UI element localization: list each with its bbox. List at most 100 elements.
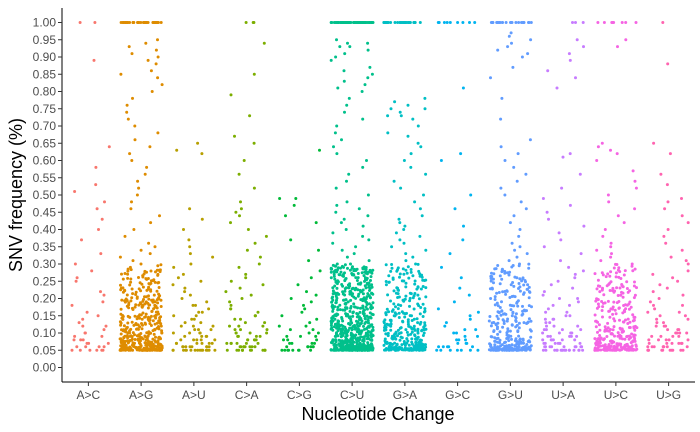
data-point bbox=[573, 276, 577, 280]
data-point bbox=[440, 265, 443, 269]
data-point bbox=[504, 21, 508, 24]
data-point bbox=[396, 21, 400, 24]
data-point bbox=[612, 348, 616, 352]
data-point bbox=[608, 348, 612, 352]
data-point bbox=[510, 348, 514, 352]
data-point bbox=[332, 274, 336, 278]
data-point bbox=[542, 341, 546, 345]
data-point bbox=[362, 296, 366, 300]
data-point bbox=[200, 334, 204, 338]
data-point bbox=[495, 301, 499, 305]
data-point bbox=[615, 152, 619, 156]
data-point bbox=[519, 200, 523, 204]
data-point bbox=[523, 279, 527, 282]
data-point bbox=[459, 152, 463, 156]
data-point bbox=[413, 334, 417, 338]
data-point bbox=[102, 328, 106, 332]
data-point bbox=[420, 214, 424, 218]
data-point bbox=[414, 337, 417, 341]
data-point bbox=[465, 341, 469, 345]
data-point bbox=[229, 279, 233, 283]
data-point bbox=[361, 234, 365, 238]
y-tick-label: 0.50 bbox=[33, 188, 57, 202]
data-point bbox=[329, 58, 333, 62]
data-point bbox=[390, 309, 394, 313]
data-point bbox=[156, 38, 159, 42]
data-point bbox=[160, 83, 164, 87]
data-point bbox=[95, 348, 99, 352]
data-point bbox=[120, 272, 123, 276]
data-point bbox=[413, 200, 417, 204]
data-point bbox=[524, 172, 528, 176]
data-point bbox=[360, 329, 364, 333]
data-point bbox=[435, 348, 439, 352]
data-point bbox=[418, 234, 422, 238]
data-point bbox=[610, 252, 613, 256]
data-point bbox=[315, 338, 319, 342]
data-point bbox=[351, 314, 355, 318]
data-point bbox=[333, 277, 337, 281]
data-point bbox=[133, 338, 137, 341]
data-point bbox=[505, 289, 509, 293]
data-point bbox=[617, 306, 621, 310]
data-point bbox=[416, 285, 420, 289]
data-point bbox=[138, 281, 142, 285]
data-point bbox=[350, 328, 354, 332]
data-point bbox=[335, 312, 339, 316]
data-point bbox=[156, 55, 160, 59]
data-point bbox=[595, 248, 599, 252]
data-point bbox=[156, 21, 160, 24]
data-point bbox=[143, 321, 147, 325]
data-point bbox=[512, 284, 516, 288]
data-point bbox=[345, 255, 349, 259]
data-point bbox=[366, 344, 370, 348]
data-point bbox=[401, 320, 405, 324]
data-point bbox=[618, 333, 622, 337]
data-point bbox=[399, 304, 403, 307]
data-point bbox=[181, 345, 185, 349]
data-point bbox=[404, 259, 408, 263]
data-point bbox=[278, 197, 282, 200]
data-point bbox=[125, 293, 129, 297]
data-point bbox=[243, 321, 247, 325]
data-point bbox=[399, 335, 403, 339]
data-point bbox=[613, 334, 616, 338]
data-point bbox=[389, 322, 393, 326]
data-point bbox=[627, 307, 631, 311]
data-point bbox=[398, 338, 402, 342]
data-point bbox=[596, 278, 600, 282]
data-point bbox=[363, 335, 366, 339]
data-point bbox=[156, 264, 160, 268]
data-point bbox=[568, 303, 571, 307]
data-point bbox=[463, 334, 467, 338]
data-point bbox=[151, 345, 155, 349]
data-point bbox=[398, 221, 402, 225]
data-point bbox=[386, 114, 390, 118]
data-point bbox=[199, 321, 203, 325]
data-point bbox=[119, 283, 122, 287]
data-point bbox=[448, 252, 452, 256]
data-point bbox=[188, 252, 192, 256]
data-point bbox=[156, 272, 160, 276]
data-point bbox=[147, 348, 151, 352]
data-point bbox=[73, 190, 77, 193]
data-point bbox=[409, 152, 413, 156]
data-point bbox=[341, 345, 345, 349]
data-point bbox=[500, 270, 504, 274]
data-point bbox=[395, 343, 399, 347]
data-point bbox=[677, 328, 681, 332]
data-point bbox=[179, 324, 183, 328]
data-point bbox=[384, 325, 388, 329]
data-point bbox=[207, 345, 211, 349]
data-point bbox=[424, 345, 428, 349]
data-point bbox=[129, 277, 133, 281]
data-point bbox=[617, 266, 621, 270]
data-point bbox=[361, 345, 365, 349]
data-point bbox=[623, 269, 627, 273]
data-point bbox=[390, 334, 394, 338]
data-point bbox=[119, 312, 123, 316]
data-point bbox=[416, 262, 420, 266]
data-point bbox=[253, 345, 257, 349]
data-point bbox=[334, 210, 338, 214]
data-point bbox=[410, 330, 414, 334]
